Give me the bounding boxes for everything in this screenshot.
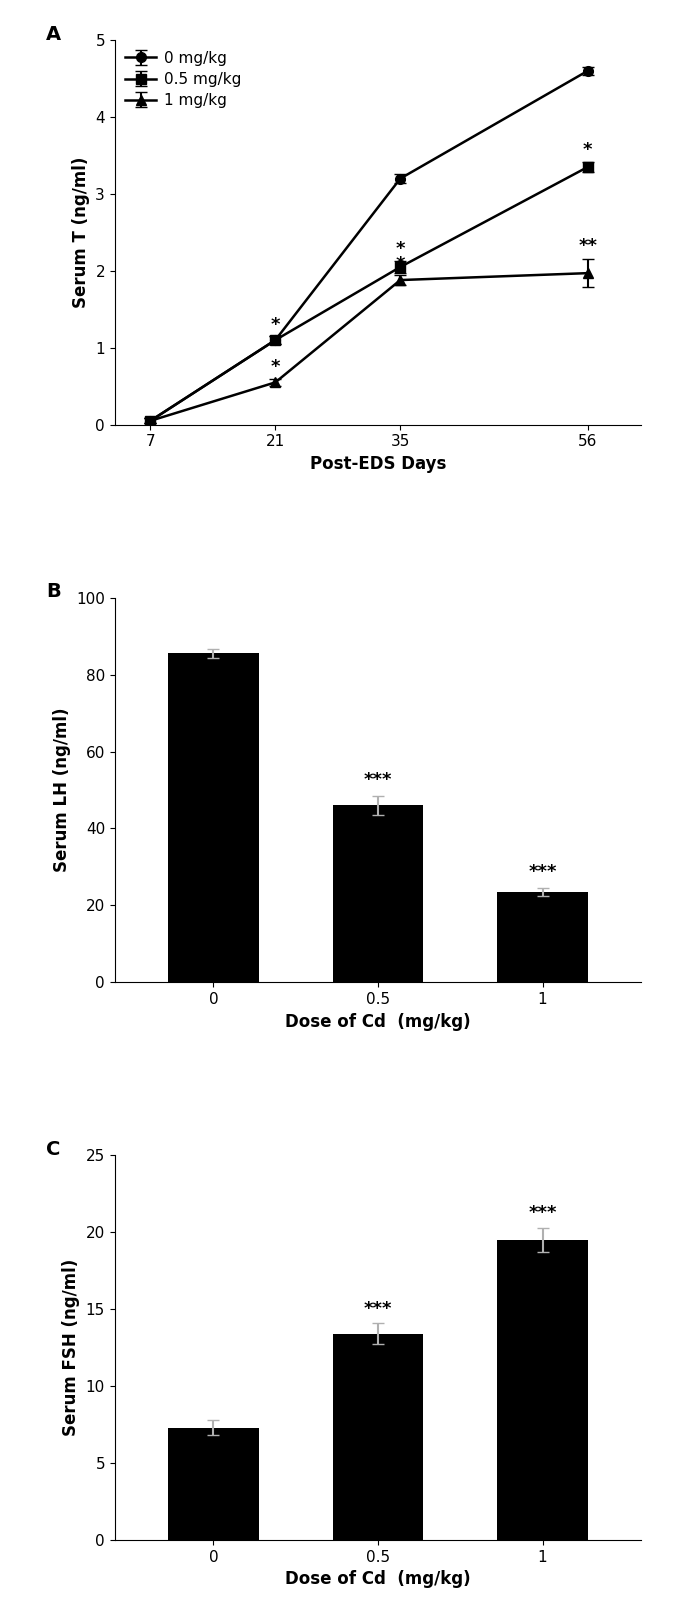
Bar [497, 892, 588, 982]
Bar [168, 1428, 259, 1540]
Bar [168, 653, 259, 982]
Bar [333, 1333, 423, 1540]
Text: *: * [583, 141, 593, 159]
Bar [333, 805, 423, 982]
Text: ***: *** [529, 1205, 557, 1222]
Text: A: A [47, 24, 61, 43]
Text: *: * [396, 239, 405, 258]
Y-axis label: Serum LH (ng/ml): Serum LH (ng/ml) [53, 707, 71, 873]
Text: ***: *** [364, 1299, 392, 1317]
Text: ***: *** [529, 863, 557, 881]
Text: ***: *** [364, 772, 392, 789]
Legend: 0 mg/kg, 0.5 mg/kg, 1 mg/kg: 0 mg/kg, 0.5 mg/kg, 1 mg/kg [122, 48, 244, 111]
Text: B: B [47, 582, 61, 602]
Y-axis label: Serum FSH (ng/ml): Serum FSH (ng/ml) [62, 1259, 80, 1436]
X-axis label: Dose of Cd  (mg/kg): Dose of Cd (mg/kg) [285, 1012, 471, 1030]
Text: *: * [271, 316, 280, 334]
Text: *: * [271, 358, 280, 377]
Text: *: * [396, 255, 405, 273]
X-axis label: Dose of Cd  (mg/kg): Dose of Cd (mg/kg) [285, 1570, 471, 1588]
Text: C: C [47, 1140, 61, 1160]
Y-axis label: Serum T (ng/ml): Serum T (ng/ml) [72, 157, 90, 308]
Text: **: ** [578, 237, 597, 255]
Bar [497, 1240, 588, 1540]
X-axis label: Post-EDS Days: Post-EDS Days [310, 456, 446, 473]
